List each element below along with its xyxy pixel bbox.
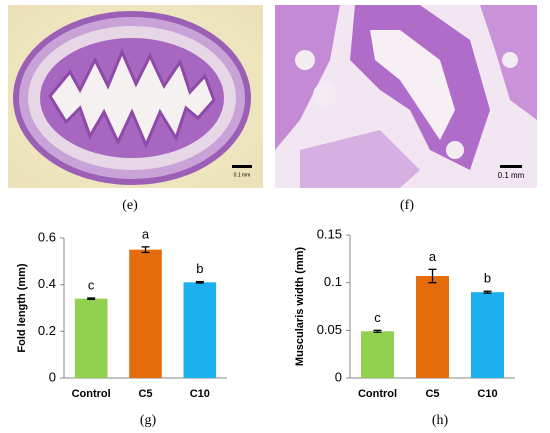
x-tick-label: Control	[358, 388, 397, 400]
y-tick-label: 0.4	[38, 276, 56, 291]
bar	[471, 292, 504, 378]
y-tick-label: 0.05	[317, 322, 342, 337]
panel-label: (f)	[400, 198, 414, 213]
panel-label: (e)	[122, 198, 138, 213]
annotation: c	[374, 310, 381, 325]
panel-label: (h)	[432, 413, 449, 428]
error-bar	[373, 329, 382, 333]
annotation: b	[484, 271, 491, 286]
micrograph-e: 0.1 mm	[8, 5, 263, 188]
annotation: a	[142, 226, 150, 241]
y-tick-label: 0	[335, 369, 342, 384]
x-tick-label: C10	[190, 388, 210, 400]
error-bar	[428, 268, 437, 284]
y-axis-label: Muscularis width (mm)	[294, 247, 306, 367]
bar	[74, 298, 108, 378]
bar	[361, 331, 394, 378]
y-tick-label: 0.6	[38, 229, 56, 244]
error-bar	[195, 280, 204, 284]
scale-bar-label: 0.1 mm	[234, 172, 251, 178]
scale-bar-label: 0.1 mm	[498, 171, 525, 180]
annotation: c	[88, 277, 95, 292]
annotation: b	[196, 261, 203, 276]
y-tick-label: 0.15	[317, 226, 342, 241]
x-tick-label: Control	[72, 388, 111, 400]
micrograph-f: 0.1 mm	[275, 5, 537, 188]
bar	[129, 249, 162, 378]
x-tick-label: C5	[138, 388, 152, 400]
error-bar	[87, 297, 96, 301]
bar	[183, 282, 217, 378]
y-axis-label: Fold length (mm)	[16, 263, 28, 353]
y-tick-label: 0.1	[324, 274, 342, 289]
panel-label: (g)	[140, 413, 157, 428]
x-tick-label: C5	[425, 388, 439, 400]
error-bar	[483, 290, 492, 294]
bar	[416, 275, 449, 378]
y-tick-label: 0.2	[38, 323, 56, 338]
error-bar	[141, 246, 150, 254]
x-tick-label: C10	[477, 388, 497, 400]
annotation: a	[429, 249, 437, 264]
y-tick-label: 0	[49, 369, 56, 384]
